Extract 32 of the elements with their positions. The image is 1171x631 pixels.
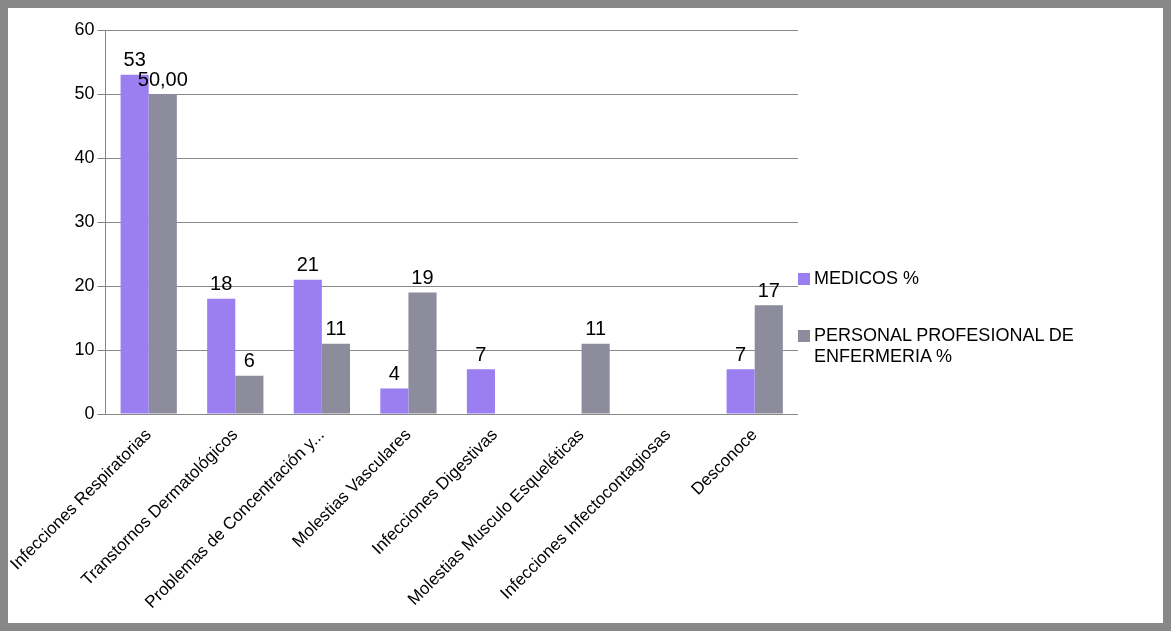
data-label: 7 — [735, 342, 747, 365]
y-tick-label: 20 — [74, 274, 95, 295]
data-label: 11 — [325, 316, 347, 339]
bar — [207, 298, 236, 414]
data-label: 18 — [210, 271, 233, 294]
data-label: 17 — [757, 278, 780, 301]
data-label: 53 — [123, 47, 146, 70]
bar — [148, 93, 177, 414]
legend-label: MEDICOS % — [814, 268, 920, 289]
data-label: 21 — [296, 252, 319, 275]
data-label: 50,00 — [137, 67, 188, 90]
data-label: 4 — [388, 361, 400, 384]
data-label: 19 — [411, 265, 434, 288]
bar — [581, 343, 610, 414]
bar — [235, 375, 264, 414]
bar — [321, 343, 350, 414]
y-tick-label: 50 — [74, 82, 95, 103]
y-tick-label: 30 — [74, 210, 95, 231]
legend-label: PERSONAL PROFESIONAL DE ENFERMERIA % — [814, 325, 1075, 367]
bar — [726, 368, 755, 414]
data-label: 11 — [585, 316, 607, 339]
data-label: 7 — [475, 342, 487, 365]
bar — [380, 387, 409, 414]
y-tick-label: 10 — [74, 338, 95, 359]
y-tick-label: 0 — [84, 402, 95, 423]
bar — [466, 368, 495, 414]
data-label: 6 — [243, 348, 255, 371]
bar — [408, 291, 437, 414]
y-tick-label: 40 — [74, 146, 95, 167]
bar — [293, 279, 322, 414]
y-tick-label: 60 — [74, 18, 95, 39]
bar — [754, 304, 783, 414]
